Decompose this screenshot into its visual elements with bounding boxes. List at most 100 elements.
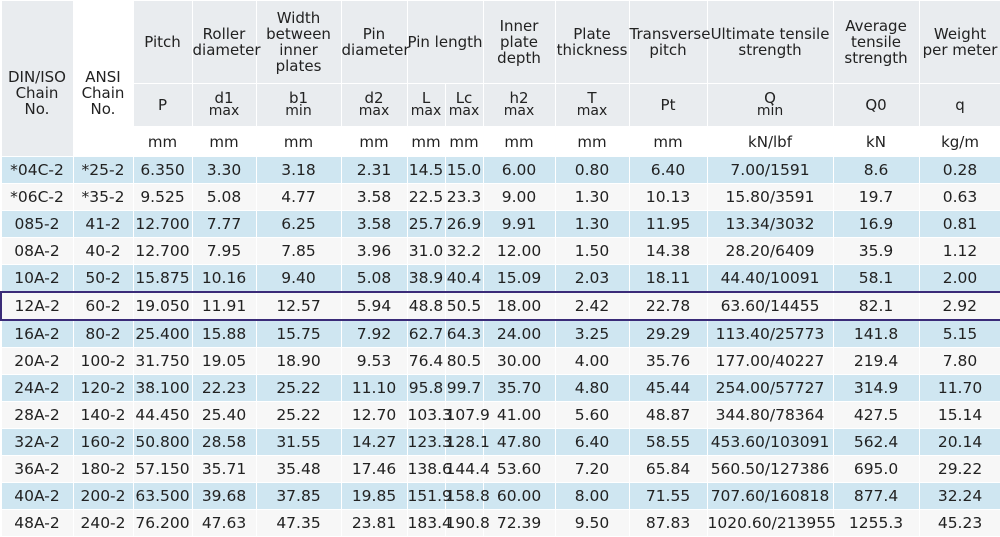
table-cell: 32.2 <box>444 237 484 265</box>
table-cell: 2.00 <box>918 264 1000 293</box>
table-cell: 38.9 <box>406 264 446 293</box>
table-cell: 7.80 <box>918 347 1000 375</box>
table-cell: 15.14 <box>918 401 1000 429</box>
table-cell: 12.57 <box>255 291 342 321</box>
table-cell: 6.350 <box>132 156 193 184</box>
table-cell: 28.58 <box>191 428 257 456</box>
table-cell: 25.22 <box>255 374 342 402</box>
table-cell: 6.25 <box>255 210 342 238</box>
table-cell: 144.4 <box>444 455 490 483</box>
unit-cell: mm <box>255 126 342 157</box>
table-cell: 15.75 <box>255 319 342 348</box>
table-cell: 123.3 <box>406 428 452 456</box>
table-row: 32A-2 160-2 50.800 28.58 31.55 14.27 123.3 128.… <box>0 428 1000 456</box>
unit-cell: mm <box>132 126 193 157</box>
table-cell: 695.0 <box>832 455 920 483</box>
table-cell: 45.44 <box>628 374 708 402</box>
table-cell: 30.00 <box>482 347 556 375</box>
table-cell: 80-2 <box>72 319 134 348</box>
table-cell: 13.34/3032 <box>706 210 834 238</box>
table-cell: 24A-2 <box>0 374 74 402</box>
table-cell: 99.7 <box>444 374 484 402</box>
unit-cell: mm <box>191 126 257 157</box>
header-transverse-pitch: Transverse pitch <box>628 0 710 84</box>
table-row: 16A-2 80-2 25.400 15.88 15.75 7.92 62.7 64.3 24.… <box>0 319 1000 348</box>
table-cell: 76.4 <box>406 347 446 375</box>
table-cell: 138.6 <box>406 455 452 483</box>
table-cell: 50-2 <box>72 264 134 293</box>
table-cell: 48.8 <box>406 291 446 321</box>
table-cell: 085-2 <box>0 210 74 238</box>
table-cell: 5.60 <box>554 401 630 429</box>
table-cell: 4.77 <box>255 183 342 211</box>
unit-cell: mm <box>554 126 630 157</box>
table-cell: 22.78 <box>628 291 708 321</box>
table-cell: 120-2 <box>72 374 134 402</box>
table-cell: *35-2 <box>72 183 134 211</box>
table-cell: 9.53 <box>340 347 408 375</box>
table-cell: 1.12 <box>918 237 1000 265</box>
table-cell: *25-2 <box>72 156 134 184</box>
table-row: 36A-2 180-2 57.150 35.71 35.48 17.46 138.6 144.… <box>0 455 1000 483</box>
table-cell: 40.4 <box>444 264 484 293</box>
symbol-q0: Q0 <box>832 83 920 127</box>
table-cell: 47.80 <box>482 428 556 456</box>
table-cell: 58.55 <box>628 428 708 456</box>
table-cell: 15.80/3591 <box>706 183 834 211</box>
header-width-between-inner-plates: Width between inner plates <box>255 0 342 84</box>
table-cell: 190.8 <box>444 509 490 537</box>
table-cell: 9.525 <box>132 183 193 211</box>
table-cell: 128.1 <box>444 428 490 456</box>
header-pin-diameter: Pin diameter <box>340 0 410 84</box>
table-cell: 0.81 <box>918 210 1000 238</box>
table-cell: 16.9 <box>832 210 920 238</box>
table-cell: 18.90 <box>255 347 342 375</box>
table-cell: 14.38 <box>628 237 708 265</box>
table-cell: 24.00 <box>482 319 556 348</box>
table-cell: 8.00 <box>554 482 630 510</box>
table-cell: 707.60/160818 <box>706 482 834 510</box>
table-cell: *04C-2 <box>0 156 74 184</box>
table-cell: 0.80 <box>554 156 630 184</box>
table-cell: 35.48 <box>255 455 342 483</box>
table-cell: 1.50 <box>554 237 630 265</box>
table-cell: 19.050 <box>132 291 193 321</box>
table-cell: 12.700 <box>132 237 193 265</box>
table-cell: 200-2 <box>72 482 134 510</box>
table-cell: 29.22 <box>918 455 1000 483</box>
table-cell: 453.60/103091 <box>706 428 834 456</box>
table-cell: 35.76 <box>628 347 708 375</box>
table-row: 08A-2 40-2 12.700 7.95 7.85 3.96 31.0 32.2 12.00… <box>0 237 1000 265</box>
table-cell: 63.60/14455 <box>706 291 834 321</box>
table-cell: 47.63 <box>191 509 257 537</box>
table-cell: 180-2 <box>72 455 134 483</box>
unit-cell: mm <box>444 126 484 157</box>
header-ultimate-tensile-strength: Ultimate tensile strength <box>706 0 834 84</box>
table-cell: 1020.60/213955 <box>706 509 836 537</box>
table-cell: 4.80 <box>554 374 630 402</box>
table-cell: 11.95 <box>628 210 708 238</box>
table-row: 10A-2 50-2 15.875 10.16 9.40 5.08 38.9 40.4 15.0… <box>0 264 1000 293</box>
table-cell: 47.35 <box>255 509 342 537</box>
units-row: mm mm mm mm mm mm mm mm mm kN/lbf kN kg/m <box>1 126 1000 157</box>
table-cell: 10.13 <box>628 183 708 211</box>
table-cell: 22.23 <box>191 374 257 402</box>
table-cell: 95.8 <box>406 374 446 402</box>
table-cell: 62.7 <box>406 319 446 348</box>
table-cell: 44.450 <box>132 401 193 429</box>
table-cell: 14.5 <box>406 156 446 184</box>
table-row-highlighted: 12A-2 60-2 19.050 11.91 12.57 5.94 48.8 50.5 18.… <box>0 291 1000 321</box>
table-cell: 9.50 <box>554 509 630 537</box>
table-row: *04C-2 *25-2 6.350 3.30 3.18 2.31 14.5 15.0 6.00… <box>0 156 1000 184</box>
unit-cell: mm <box>628 126 708 157</box>
table-cell: 23.81 <box>340 509 408 537</box>
table-cell: 31.55 <box>255 428 342 456</box>
table-cell: 4.00 <box>554 347 630 375</box>
table-cell: 9.91 <box>482 210 556 238</box>
unit-cell: mm <box>340 126 408 157</box>
table-cell: 53.60 <box>482 455 556 483</box>
table-cell: 877.4 <box>832 482 920 510</box>
table-cell: 3.96 <box>340 237 408 265</box>
symbol-d2: d2 max <box>340 83 408 127</box>
